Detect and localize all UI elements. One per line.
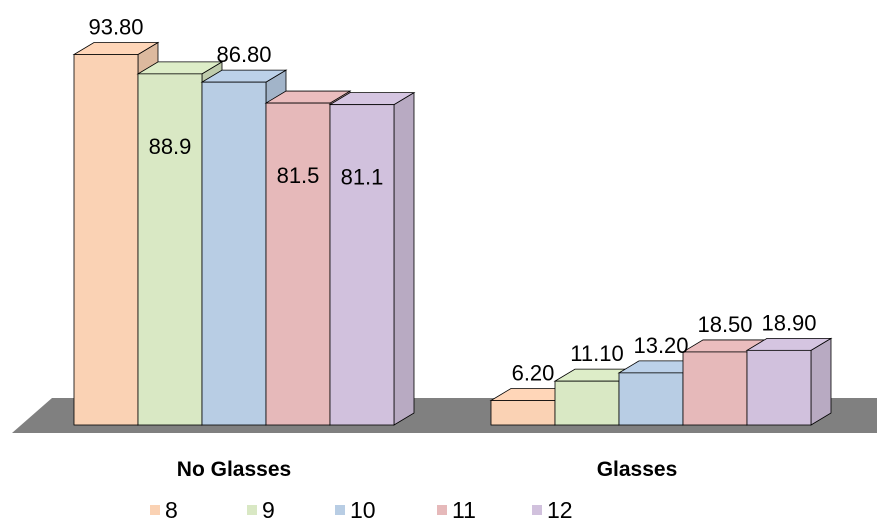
data-labels-layer: 93.80 88.9 86.80 81.5 81.1 6.20 11.10 13.20 18.5… xyxy=(88,14,816,385)
bar-front-face xyxy=(618,372,684,426)
legend-swatch xyxy=(437,505,447,515)
bar-front-face xyxy=(137,73,203,426)
legend-label: 9 xyxy=(262,497,275,523)
data-label: 18.90 xyxy=(761,310,816,335)
bar-glasses-series-12 xyxy=(745,337,833,426)
bar-front-face xyxy=(73,54,139,426)
bar-front-face xyxy=(265,102,331,426)
bar-front-face xyxy=(329,104,395,426)
data-label: 11.10 xyxy=(570,341,623,366)
bar-front-face xyxy=(554,380,620,426)
data-label: 93.80 xyxy=(88,14,143,39)
legend-label: 12 xyxy=(547,497,573,523)
data-label: 81.1 xyxy=(341,165,384,190)
legend-item-12: 12 xyxy=(532,497,573,523)
legend-item-11: 11 xyxy=(437,497,476,523)
data-label: 88.9 xyxy=(149,134,192,159)
legend-item-9: 9 xyxy=(247,497,275,523)
legend-swatch xyxy=(532,505,542,515)
legend-item-10: 10 xyxy=(335,497,376,523)
legend-swatch xyxy=(335,505,345,515)
category-label-no-glasses: No Glasses xyxy=(177,458,291,481)
bar-front-face xyxy=(201,81,267,426)
legend-label: 8 xyxy=(165,497,178,523)
data-label: 18.50 xyxy=(697,312,752,337)
legend-swatch xyxy=(247,505,257,515)
bar-no-glasses-series-12 xyxy=(328,91,416,426)
bar-front-face xyxy=(490,400,556,426)
legend-swatch xyxy=(150,505,160,515)
legend: 8 9 10 11 12 xyxy=(150,497,573,523)
legend-label: 11 xyxy=(452,497,476,523)
legend-item-8: 8 xyxy=(150,497,178,523)
data-label: 81.5 xyxy=(277,163,320,188)
category-labels-layer: No Glasses Glasses xyxy=(177,458,677,481)
data-label: 13.20 xyxy=(633,333,688,358)
bar-side-face xyxy=(393,91,415,426)
category-label-glasses: Glasses xyxy=(597,458,678,481)
bar-front-face xyxy=(746,349,812,426)
bar-side-face xyxy=(810,337,832,426)
bar-front-face xyxy=(682,351,748,426)
legend-label: 10 xyxy=(350,497,376,523)
bars-layer xyxy=(72,41,833,426)
data-label: 86.80 xyxy=(216,42,271,67)
data-label: 6.20 xyxy=(512,361,555,386)
